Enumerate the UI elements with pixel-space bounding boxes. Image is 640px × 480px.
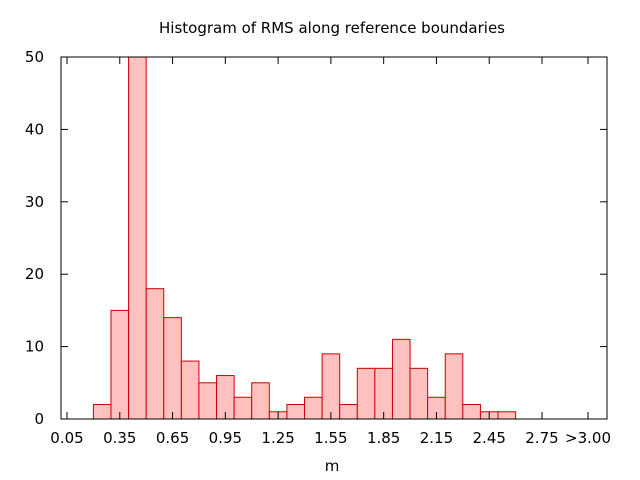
histogram-bar xyxy=(356,367,376,420)
histogram-bar xyxy=(444,353,464,420)
histogram-bar xyxy=(409,367,429,420)
x-axis-label: m xyxy=(325,457,340,475)
y-axis: 0 10 20 30 40 50 xyxy=(25,48,607,428)
histogram-bar xyxy=(198,382,218,420)
histogram-bar xyxy=(233,396,253,420)
y-tick-label: 40 xyxy=(25,120,44,138)
y-tick-label: 30 xyxy=(25,193,44,211)
x-axis: 0.05 0.35 0.65 0.95 1.25 1.55 1.85 2.15 2.45 2.75… xyxy=(50,57,611,447)
y-tick-label: 0 xyxy=(34,410,44,428)
bars-group xyxy=(92,56,517,420)
histogram-bar xyxy=(391,338,411,420)
histogram-bar xyxy=(128,56,147,420)
histogram-bar xyxy=(374,367,393,420)
x-tick-label: 0.95 xyxy=(209,429,242,447)
x-tick-label: 1.25 xyxy=(261,429,294,447)
x-tick-label: 2.75 xyxy=(525,429,558,447)
histogram-bar xyxy=(462,404,481,420)
histogram-bar xyxy=(286,404,306,420)
histogram-bar xyxy=(321,353,341,420)
histogram-bar xyxy=(110,309,130,420)
chart-title: Histogram of RMS along reference boundar… xyxy=(159,19,505,37)
histogram-bar xyxy=(145,288,165,420)
histogram-bar xyxy=(92,404,112,420)
histogram-bar xyxy=(163,317,182,420)
histogram-bar xyxy=(180,360,200,420)
x-tick-label: 2.45 xyxy=(473,429,506,447)
x-tick-label: 2.15 xyxy=(420,429,453,447)
histogram-bar xyxy=(339,404,358,420)
y-tick-label: 50 xyxy=(25,48,44,66)
histogram-bar xyxy=(251,382,270,420)
y-tick-label: 10 xyxy=(25,338,44,356)
y-tick-label: 20 xyxy=(25,265,44,283)
x-tick-label: 0.65 xyxy=(156,429,189,447)
x-tick-label: >3.00 xyxy=(565,429,611,447)
x-tick-label: 0.35 xyxy=(103,429,136,447)
plot-frame xyxy=(60,56,608,420)
histogram-bar xyxy=(304,396,323,420)
x-tick-label: 1.55 xyxy=(314,429,347,447)
x-tick-label: 1.85 xyxy=(367,429,400,447)
x-tick-label: 0.05 xyxy=(50,429,83,447)
histogram-bar xyxy=(497,411,517,420)
